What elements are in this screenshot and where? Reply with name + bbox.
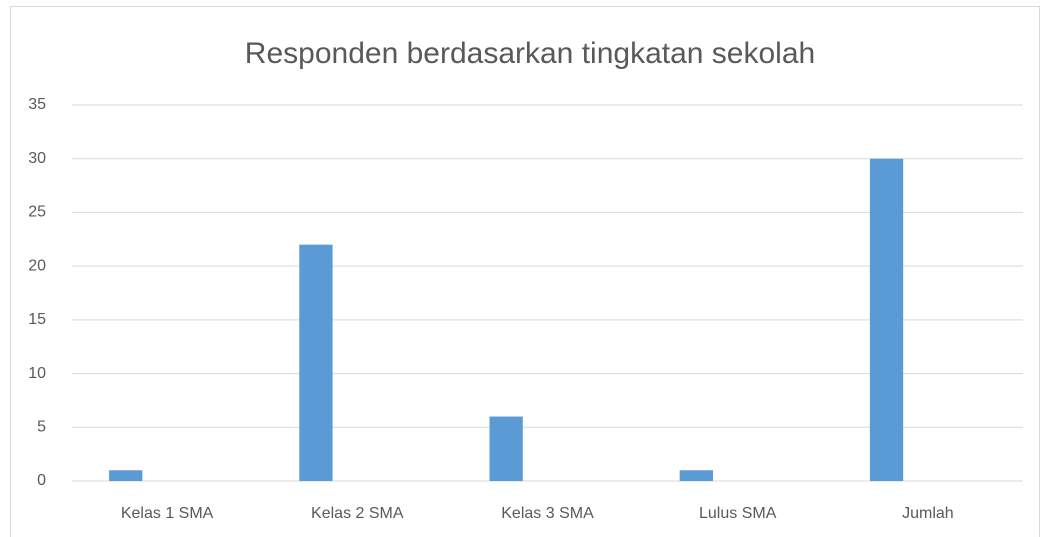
x-tick-label: Kelas 2 SMA xyxy=(311,505,404,522)
chart-title: Responden berdasarkan tingkatan sekolah xyxy=(245,37,815,70)
y-tick-label: 35 xyxy=(28,96,46,113)
bar xyxy=(679,470,713,481)
y-tick-label: 20 xyxy=(28,257,46,274)
y-tick-label: 10 xyxy=(28,365,46,382)
chart-border xyxy=(10,6,1040,537)
x-tick-label: Kelas 3 SMA xyxy=(501,505,594,522)
x-tick-label: Kelas 1 SMA xyxy=(121,505,214,522)
y-tick-label: 30 xyxy=(28,150,46,167)
y-tick-label: 25 xyxy=(28,204,46,221)
y-tick-label: 5 xyxy=(37,419,46,436)
bar xyxy=(109,470,143,481)
y-tick-label: 0 xyxy=(37,472,46,489)
x-tick-label: Lulus SMA xyxy=(699,505,777,522)
bar xyxy=(869,158,904,481)
x-tick-label: Jumlah xyxy=(902,505,954,522)
bar xyxy=(489,416,523,481)
y-tick-label: 15 xyxy=(28,311,46,328)
bar xyxy=(299,244,333,481)
